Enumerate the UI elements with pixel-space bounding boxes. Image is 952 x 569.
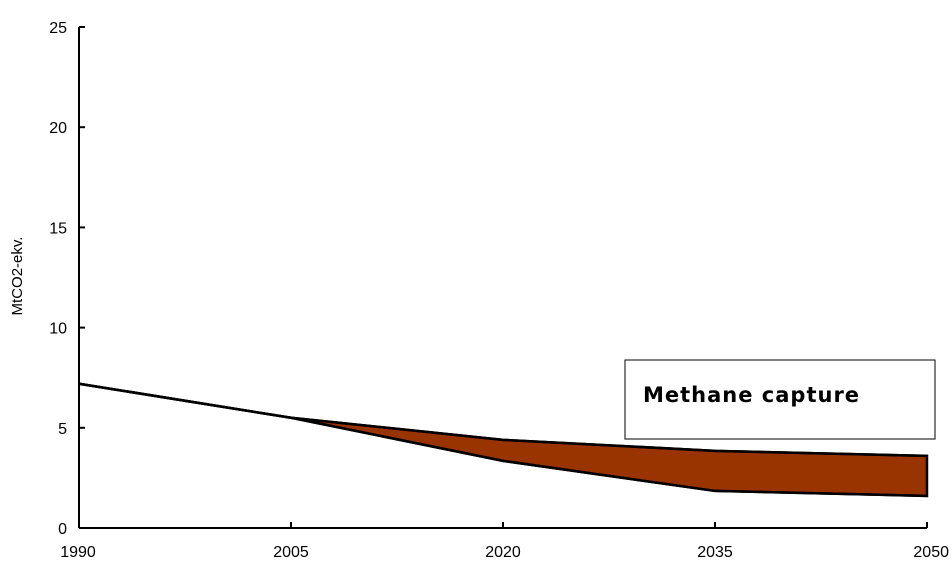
x-axis: 1990 2005 2020 2035 2050 bbox=[60, 522, 949, 561]
y-tick-label: 10 bbox=[49, 321, 67, 338]
y-tick-label: 15 bbox=[49, 220, 67, 237]
x-tick-label: 2050 bbox=[913, 544, 949, 561]
y-axis: 0 5 10 15 20 25 bbox=[49, 20, 85, 538]
plot-area bbox=[78, 382, 929, 498]
legend-label: Methane capture bbox=[643, 383, 860, 407]
y-axis-title: MtCO2-ekv. bbox=[9, 237, 26, 316]
x-tick-label: 2035 bbox=[697, 544, 733, 561]
y-tick-label: 5 bbox=[58, 421, 67, 438]
x-tick-label: 2020 bbox=[485, 544, 521, 561]
legend: Methane capture bbox=[624, 359, 936, 440]
x-tick-label: 1990 bbox=[60, 544, 96, 561]
y-tick-label: 0 bbox=[58, 521, 67, 538]
lower-series-line bbox=[78, 382, 928, 498]
x-tick-label: 2005 bbox=[273, 544, 309, 561]
y-tick-label: 20 bbox=[49, 120, 67, 137]
legend-box bbox=[624, 359, 936, 440]
y-tick-label: 25 bbox=[49, 20, 67, 37]
